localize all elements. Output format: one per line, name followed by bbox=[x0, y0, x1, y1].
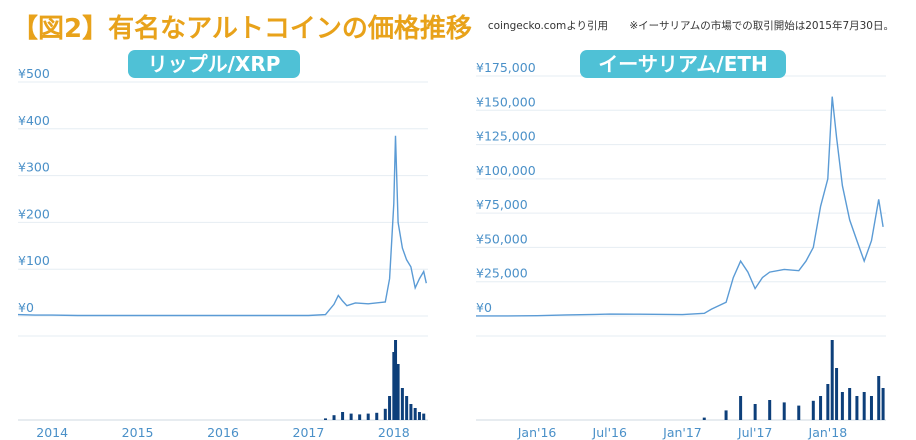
volume-bar bbox=[358, 414, 362, 420]
x-tick-label: 2018 bbox=[378, 425, 410, 440]
volume-bar bbox=[768, 400, 772, 420]
figure-title: 【図2】有名なアルトコインの価格推移 bbox=[12, 14, 472, 44]
y-tick-label: ¥200 bbox=[18, 206, 50, 221]
y-tick-label: ¥25,000 bbox=[476, 266, 528, 281]
volume-bar bbox=[394, 340, 398, 420]
x-tick-label: Jan'16 bbox=[517, 425, 557, 440]
volume-bar bbox=[405, 396, 409, 420]
volume-bar bbox=[724, 410, 728, 420]
price-line bbox=[17, 135, 427, 317]
volume-bar bbox=[881, 388, 885, 420]
source-credit: coingecko.comより引用 bbox=[487, 20, 609, 32]
chart-title: イーサリアム/ETH bbox=[598, 52, 768, 76]
volume-bar bbox=[835, 368, 839, 420]
volume-bar bbox=[797, 405, 801, 420]
volume-bar bbox=[375, 412, 379, 420]
y-tick-label: ¥100,000 bbox=[476, 163, 536, 178]
volume-bar bbox=[413, 408, 417, 420]
volume-bar bbox=[388, 396, 392, 420]
chart-title-badge bbox=[128, 50, 300, 78]
volume-bar bbox=[869, 396, 873, 420]
y-tick-label: ¥100 bbox=[18, 253, 50, 268]
volume-bar bbox=[422, 413, 426, 420]
volume-bar bbox=[417, 412, 421, 420]
x-tick-label: 2015 bbox=[122, 425, 154, 440]
volume-bar bbox=[409, 404, 413, 420]
y-tick-label: ¥150,000 bbox=[476, 94, 536, 109]
source-note: coingecko.comより引用 ※イーサリアムの市場での取引開始は2015年… bbox=[470, 18, 894, 33]
y-tick-label: ¥50,000 bbox=[476, 231, 528, 246]
x-tick-label: Jan'17 bbox=[662, 425, 702, 440]
y-tick-label: ¥125,000 bbox=[476, 129, 536, 144]
volume-bar bbox=[862, 392, 866, 420]
volume-bar bbox=[739, 396, 743, 420]
y-tick-label: ¥75,000 bbox=[476, 197, 528, 212]
x-tick-label: Jan'18 bbox=[808, 425, 848, 440]
volume-bar bbox=[855, 396, 859, 420]
volume-bar bbox=[753, 404, 757, 420]
volume-bar bbox=[811, 400, 815, 420]
volume-bar bbox=[848, 388, 852, 420]
volume-bar bbox=[392, 352, 396, 420]
volume-bar bbox=[366, 413, 370, 420]
x-tick-label: 2016 bbox=[207, 425, 239, 440]
volume-bar bbox=[826, 384, 830, 420]
y-tick-label: ¥300 bbox=[18, 160, 50, 175]
volume-bar bbox=[702, 417, 706, 420]
x-tick-label: 2017 bbox=[293, 425, 325, 440]
volume-bar bbox=[840, 392, 844, 420]
x-tick-label: 2014 bbox=[36, 425, 68, 440]
volume-bar bbox=[396, 364, 400, 420]
x-tick-label: Jul'17 bbox=[737, 425, 772, 440]
volume-bar bbox=[819, 396, 823, 420]
y-tick-label: ¥0 bbox=[18, 300, 34, 315]
chart-title-badge bbox=[580, 50, 786, 78]
volume-bar bbox=[341, 412, 345, 420]
volume-bar bbox=[332, 415, 336, 420]
y-tick-label: ¥500 bbox=[18, 66, 50, 81]
price-line bbox=[476, 96, 884, 317]
y-tick-label: ¥175,000 bbox=[476, 60, 536, 75]
y-tick-label: ¥0 bbox=[476, 300, 492, 315]
y-tick-label: ¥400 bbox=[18, 113, 50, 128]
volume-bar bbox=[383, 408, 387, 420]
volume-bar bbox=[349, 413, 353, 420]
volume-bar bbox=[830, 340, 834, 420]
volume-bar bbox=[877, 376, 881, 420]
footnote: ※イーサリアムの市場での取引開始は2015年7月30日。 bbox=[629, 20, 894, 32]
x-tick-label: Jul'16 bbox=[592, 425, 627, 440]
chart-title: リップル/XRP bbox=[148, 52, 281, 76]
volume-bar bbox=[324, 418, 327, 420]
volume-bar bbox=[782, 402, 786, 420]
volume-bar bbox=[400, 388, 404, 420]
